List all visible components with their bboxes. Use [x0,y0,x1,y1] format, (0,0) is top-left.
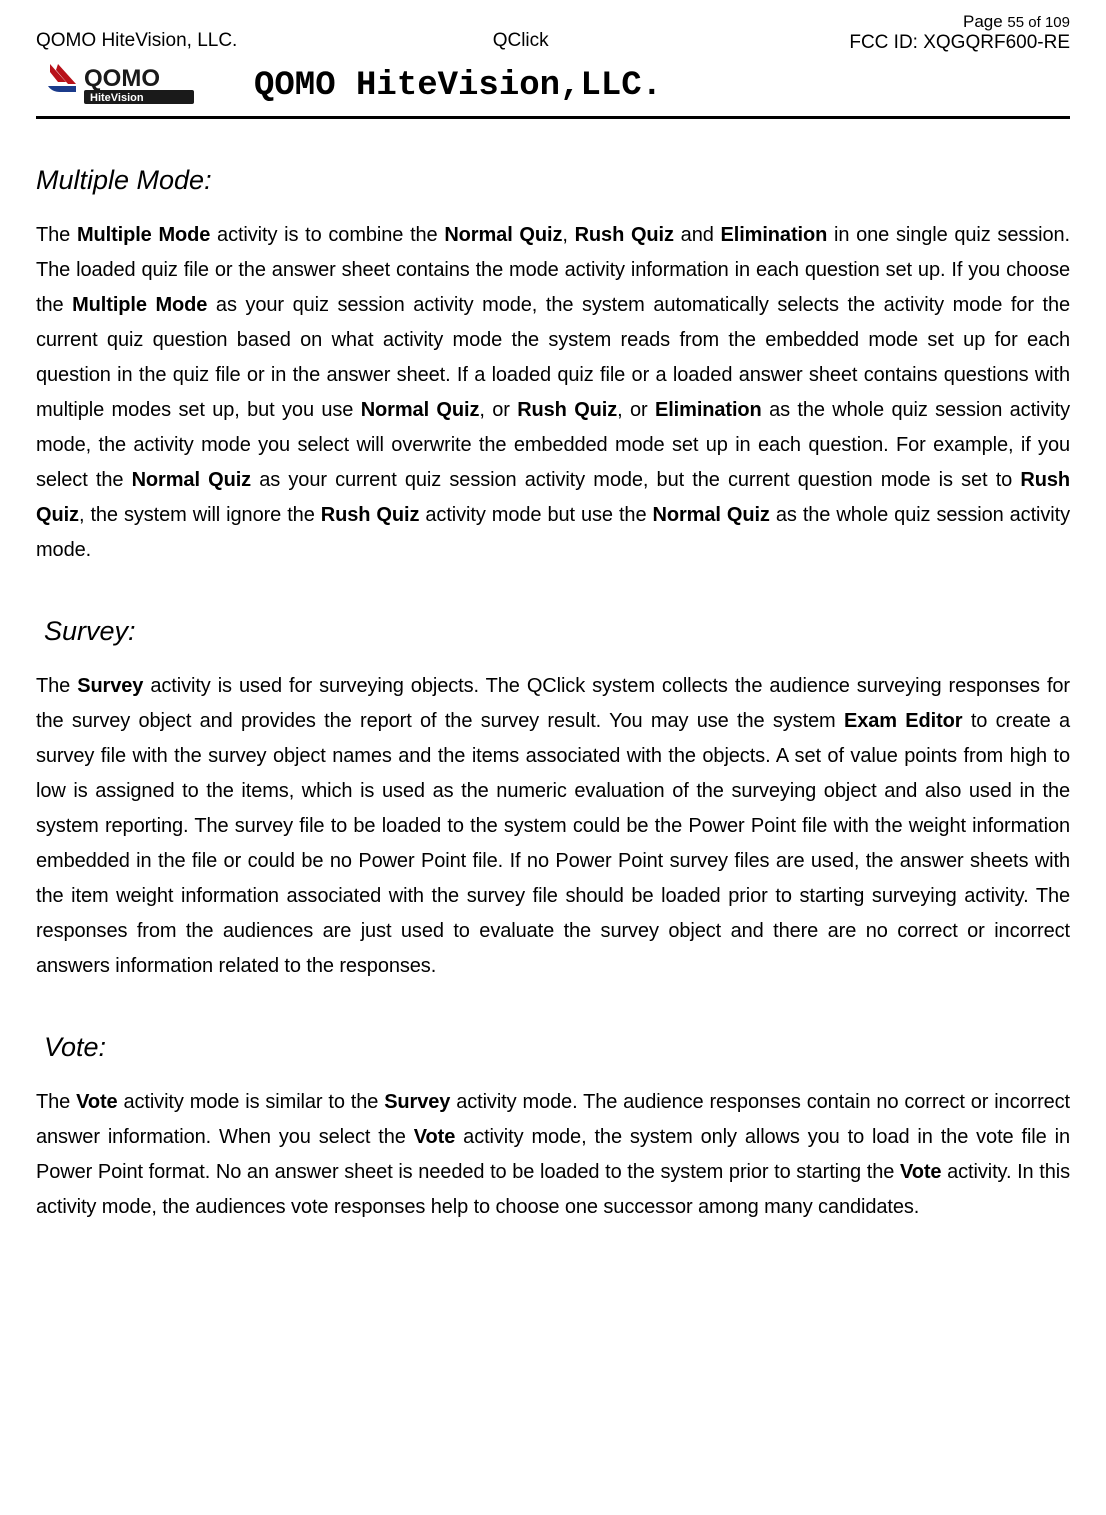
page-of: of [1024,14,1045,31]
logo-text-bottom: HiteVision [90,92,144,104]
header-divider [36,116,1070,119]
term-normal-quiz: Normal Quiz [361,399,480,421]
term-normal-quiz: Normal Quiz [444,224,562,246]
fcc-id: FCC ID: XQGQRF600-RE [682,32,1070,54]
text: activity is to combine the [210,224,444,246]
term-multiple-mode: Multiple Mode [77,224,210,246]
paragraph-multiple-mode: The Multiple Mode activity is to combine… [36,218,1070,568]
logo-title: QOMO HiteVision,LLC. [254,67,662,105]
text: , the system will ignore the [79,504,321,526]
text: The [36,675,77,697]
text: , or [479,399,517,421]
term-rush-quiz: Rush Quiz [575,224,674,246]
text: as your current quiz session activity mo… [251,469,1020,491]
term-survey: Survey [77,675,143,697]
term-elimination: Elimination [721,224,828,246]
text: The [36,224,77,246]
page-label-prefix: Page [963,12,1007,31]
paragraph-survey: The Survey activity is used for surveyin… [36,669,1070,984]
text: The [36,1091,76,1113]
term-rush-quiz: Rush Quiz [321,504,420,526]
page-indicator: Page 55 of 109 [682,12,1070,32]
term-vote: Vote [414,1126,455,1148]
page-total: 109 [1045,14,1070,31]
header-right: Page 55 of 109 FCC ID: XQGQRF600-RE [682,12,1070,54]
text: activity mode but use the [419,504,652,526]
logo-text-top: QOMO [84,65,160,92]
brand-logo: QOMO HiteVision [46,60,226,112]
term-normal-quiz: Normal Quiz [132,469,251,491]
term-multiple-mode: Multiple Mode [72,294,207,316]
term-rush-quiz: Rush Quiz [517,399,617,421]
term-survey: Survey [384,1091,450,1113]
term-elimination: Elimination [655,399,762,421]
page-current: 55 [1007,14,1024,31]
text: to create a survey file with the survey … [36,710,1070,977]
text: and [674,224,721,246]
paragraph-vote: The Vote activity mode is similar to the… [36,1085,1070,1225]
term-vote: Vote [76,1091,117,1113]
heading-multiple-mode: Multiple Mode: [36,165,1070,196]
text: , or [617,399,655,421]
term-normal-quiz: Normal Quiz [653,504,770,526]
heading-survey: Survey: [44,616,1070,647]
text: activity mode is similar to the [118,1091,385,1113]
heading-vote: Vote: [44,1032,1070,1063]
term-exam-editor: Exam Editor [844,710,963,732]
header-left: QOMO HiteVision, LLC. [36,12,359,52]
header-center: QClick [359,12,682,52]
term-vote: Vote [900,1161,941,1183]
logo-row: QOMO HiteVision QOMO HiteVision,LLC. [36,60,1070,112]
text: , [562,224,574,246]
page-header: QOMO HiteVision, LLC. QClick Page 55 of … [36,12,1070,54]
